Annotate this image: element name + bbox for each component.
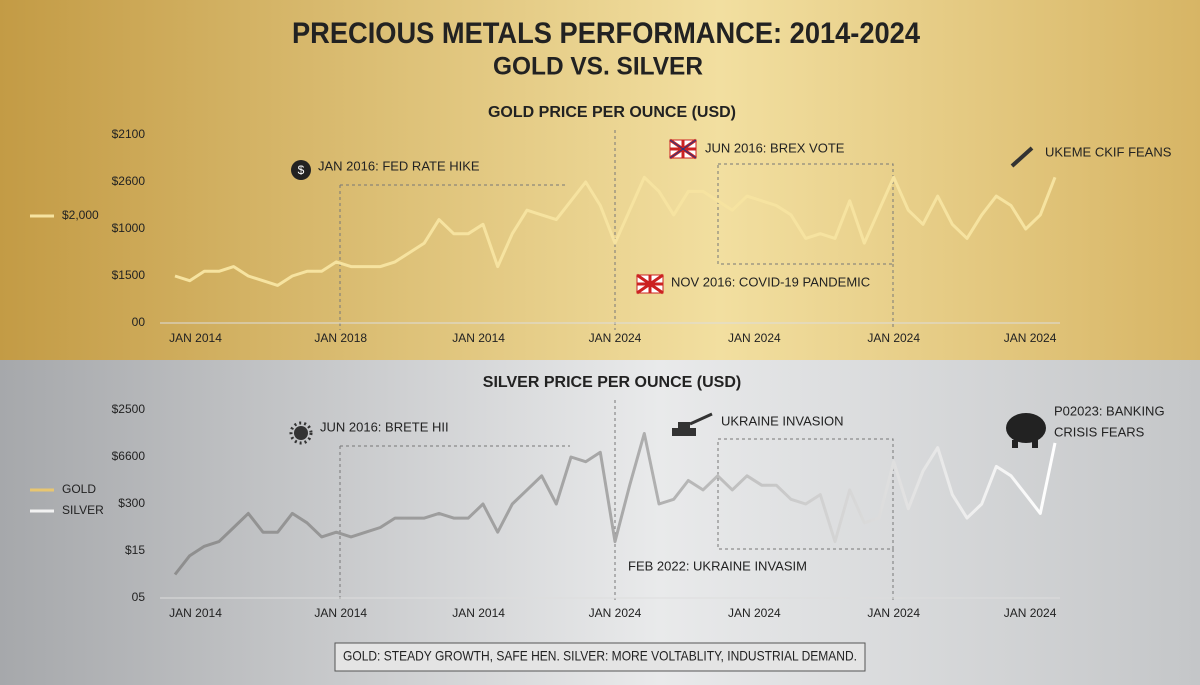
x-tick-label: JAN 2024 xyxy=(1004,606,1057,620)
y-tick-label: $2500 xyxy=(112,402,146,416)
x-tick-label: JAN 2014 xyxy=(452,331,505,345)
x-tick-label: JAN 2014 xyxy=(169,606,222,620)
y-tick-label: 05 xyxy=(132,590,146,604)
x-tick-label: JAN 2024 xyxy=(728,606,781,620)
y-tick-label: $1000 xyxy=(112,221,146,235)
legend-label: $2,000 xyxy=(62,208,99,222)
icons: $ xyxy=(289,138,1046,448)
annotation: JUN 2016: BRETE HII xyxy=(320,419,449,434)
y-tick-label: 00 xyxy=(132,315,146,329)
chart-title: GOLD PRICE PER OUNCE (USD) xyxy=(488,104,736,121)
subtitle: GOLD VS. SILVER xyxy=(493,53,703,81)
guides xyxy=(339,130,894,600)
annotation: JAN 2016: FED RATE HIKE xyxy=(318,158,480,173)
legend-label: GOLD xyxy=(62,482,96,496)
title: PRECIOUS METALS PERFORMANCE: 2014-2024 xyxy=(292,17,920,50)
annotation: P02023: BANKING xyxy=(1054,403,1165,418)
x-tick-label: JAN 2014 xyxy=(169,331,222,345)
x-tick-label: JAN 2014 xyxy=(314,606,367,620)
x-tick-label: JAN 2024 xyxy=(867,331,920,345)
x-tick-label: JAN 2024 xyxy=(589,331,642,345)
footer: GOLD: STEADY GROWTH, SAFE HEN. SILVER: M… xyxy=(343,648,857,664)
annotation: UKRAINE INVASION xyxy=(721,413,844,428)
legend-label: SILVER xyxy=(62,503,104,517)
x-tick-label: JAN 2024 xyxy=(589,606,642,620)
x-tick-label: JAN 2024 xyxy=(728,331,781,345)
gold-panel xyxy=(0,0,1200,360)
chart-title: SILVER PRICE PER OUNCE (USD) xyxy=(483,374,741,391)
y-tick-label: $300 xyxy=(118,496,145,510)
y-tick-label: $2100 xyxy=(112,127,146,141)
silver-panel xyxy=(0,360,1200,685)
annotation: JUN 2016: BREX VOTE xyxy=(705,140,845,155)
y-tick-label: $2600 xyxy=(112,174,146,188)
annotation: FEB 2022: UKRAINE INVASIM xyxy=(628,558,807,573)
y-tick-label: $6600 xyxy=(112,449,146,463)
footer-box xyxy=(334,642,866,672)
annotation: CRISIS FEARS xyxy=(1054,424,1145,439)
x-tick-label: JAN 2024 xyxy=(1004,331,1057,345)
x-tick-label: JAN 2014 xyxy=(452,606,505,620)
annotation: UKEME CKIF FEANS xyxy=(1045,144,1172,159)
svg-text:$: $ xyxy=(298,163,305,177)
annotation: NOV 2016: COVID-19 PANDEMIC xyxy=(671,274,870,289)
x-tick-label: JAN 2018 xyxy=(314,331,367,345)
x-tick-label: JAN 2024 xyxy=(867,606,920,620)
y-tick-label: $1500 xyxy=(112,268,146,282)
y-tick-label: $15 xyxy=(125,543,145,557)
series-line xyxy=(174,175,1057,287)
series-line xyxy=(173,432,1057,576)
